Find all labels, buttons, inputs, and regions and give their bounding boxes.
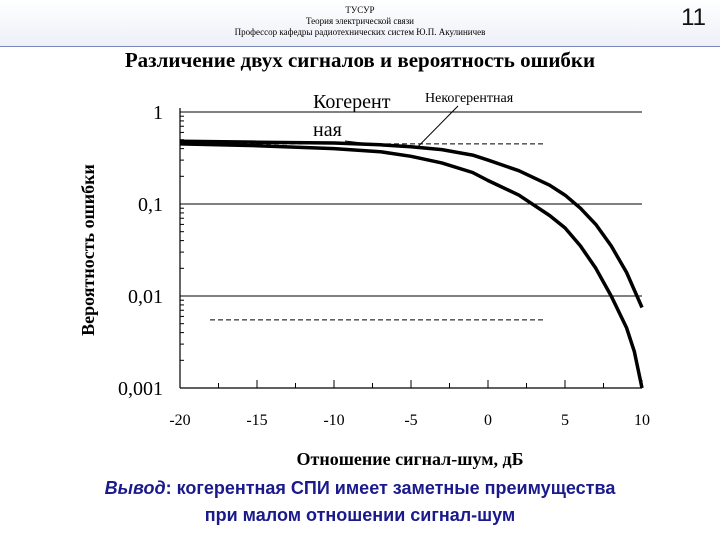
header-course: Теория электрической связи — [305, 16, 414, 26]
x-tick-label: -15 — [246, 412, 267, 429]
y-axis-label: Вероятность ошибки — [78, 164, 98, 336]
x-tick-label: 5 — [561, 412, 569, 429]
x-tick-label: -20 — [169, 412, 190, 429]
annotation-noncoherent: Некогерентная — [425, 91, 514, 106]
series — [179, 139, 644, 389]
grid — [180, 111, 642, 297]
annotation-coherent-1: Когерент — [313, 91, 391, 113]
y-tick-label: 0,1 — [138, 194, 163, 216]
x-tick-label: 10 — [634, 412, 650, 429]
slide-title: Различение двух сигналов и вероятность о… — [124, 48, 596, 72]
y-tick-label: 0,01 — [128, 286, 163, 308]
page-number: 11 — [681, 4, 706, 31]
labels: Отношение сигнал-шум, дБ Вероятность оши… — [78, 91, 650, 469]
x-tick-label: -5 — [404, 412, 417, 429]
header-divider — [0, 46, 720, 47]
conclusion-lead: Вывод — [104, 478, 166, 498]
y-tick-label: 1 — [153, 102, 163, 124]
conclusion-line-1-text: : когерентная СПИ имеет заметные преимущ… — [165, 478, 616, 498]
curve-coherent — [179, 142, 644, 389]
header-author: Профессор кафедры радиотехнических систе… — [234, 27, 486, 37]
conclusion-line-1: Вывод: когерентная СПИ имеет заметные пр… — [0, 478, 720, 499]
x-tick-label: 0 — [484, 412, 492, 429]
axes — [179, 108, 643, 389]
annotation-leader-coherent — [344, 140, 394, 148]
curve-noncoherent — [179, 139, 644, 309]
header-band — [0, 0, 720, 46]
conclusion-line-2: при малом отношении сигнал-шум — [204, 505, 516, 525]
annotation-leader-noncoherent — [417, 105, 459, 147]
annotation-coherent-2: ная — [313, 119, 342, 141]
header-university: ТУСУР — [345, 5, 375, 15]
x-axis-label: Отношение сигнал-шум, дБ — [296, 449, 523, 469]
x-tick-label: -10 — [323, 412, 344, 429]
dashed-guides — [210, 143, 545, 321]
y-tick-label: 0,001 — [118, 378, 163, 400]
